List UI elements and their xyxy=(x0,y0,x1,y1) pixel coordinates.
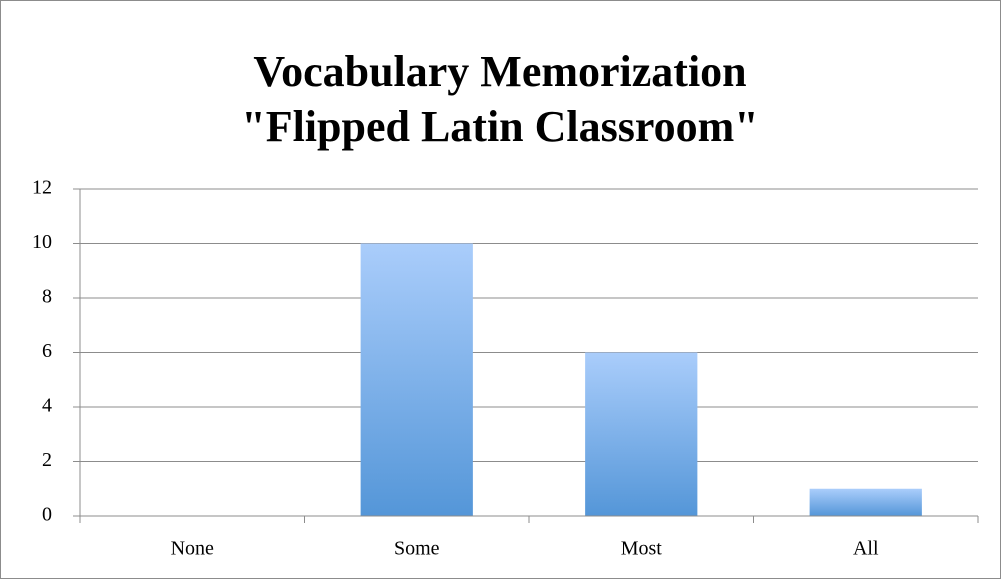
chart-title: Vocabulary Memorization xyxy=(253,47,746,96)
x-tick-label: None xyxy=(171,538,214,560)
y-tick-label: 12 xyxy=(32,177,52,199)
y-tick-label: 10 xyxy=(32,231,52,253)
chart-title: "Flipped Latin Classroom" xyxy=(241,102,758,151)
x-tick-label: All xyxy=(853,538,879,560)
y-tick-label: 0 xyxy=(42,504,52,526)
x-tick-label: Most xyxy=(621,538,663,560)
bar xyxy=(360,243,473,516)
y-tick-label: 2 xyxy=(42,449,52,471)
x-tick-label: Some xyxy=(394,538,440,560)
y-tick-label: 8 xyxy=(42,286,52,308)
bar xyxy=(809,488,922,516)
y-tick-label: 6 xyxy=(42,340,52,362)
y-tick-label: 4 xyxy=(42,395,52,417)
bar xyxy=(585,352,698,516)
